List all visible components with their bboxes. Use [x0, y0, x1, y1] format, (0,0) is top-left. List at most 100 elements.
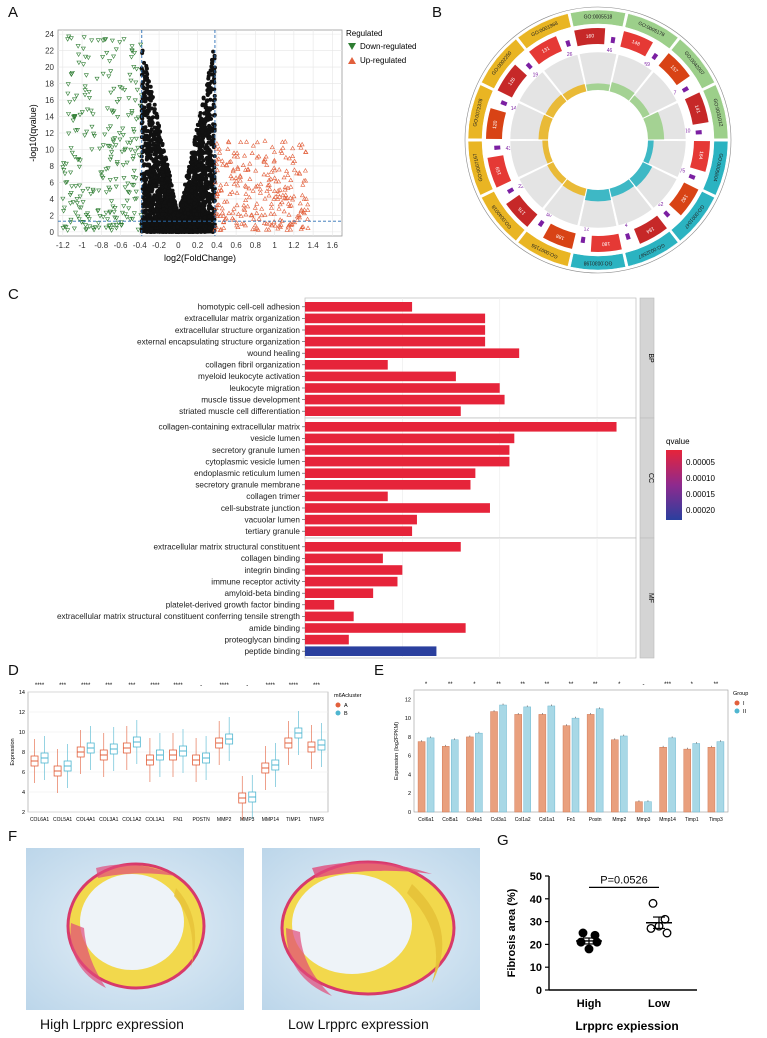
- x-tick-label: Low: [648, 998, 670, 1010]
- point-down: [75, 214, 81, 220]
- inner-bar: [585, 83, 611, 92]
- point-ns: [144, 66, 149, 71]
- point-up: [264, 188, 270, 193]
- x-tick-label: Fn1: [567, 817, 576, 823]
- category-label: collagen binding: [241, 554, 301, 563]
- y-tick-label: 10: [530, 962, 542, 974]
- bar: [635, 801, 643, 813]
- point-ns: [192, 186, 197, 191]
- point-down: [97, 214, 103, 219]
- point-down: [106, 74, 112, 79]
- significance-label: ****: [219, 683, 229, 689]
- point-up: [229, 189, 235, 194]
- point-ns: [205, 155, 210, 160]
- point-up: [297, 171, 303, 176]
- point-down: [60, 196, 66, 202]
- point-ns: [189, 229, 194, 234]
- point-down: [61, 161, 67, 166]
- bar: [305, 600, 335, 610]
- point-down: [72, 115, 78, 120]
- point-ns: [169, 228, 174, 233]
- point-down: [111, 54, 117, 60]
- heart-section-high-icon: [26, 848, 244, 1010]
- point-up: [219, 205, 225, 211]
- point-down: [70, 200, 76, 205]
- point-ns: [148, 132, 153, 137]
- point-down: [108, 90, 114, 96]
- point-up: [226, 210, 232, 216]
- point-ns: [152, 193, 157, 198]
- go-term-sector: [481, 191, 526, 242]
- point-up: [298, 145, 304, 150]
- x-tick-label: Col3a1: [491, 817, 507, 823]
- x-tick-label: 0.2: [192, 241, 204, 250]
- point-down: [75, 157, 81, 163]
- point-up: [284, 168, 290, 173]
- point-down: [116, 131, 122, 136]
- point-down: [129, 216, 135, 222]
- point-up: [254, 139, 260, 145]
- point-down: [129, 109, 135, 114]
- point-up: [290, 160, 296, 165]
- point-up: [255, 227, 261, 232]
- bar: [305, 491, 388, 502]
- point-down: [81, 35, 87, 40]
- point-ns: [209, 61, 214, 66]
- point-down: [71, 226, 77, 232]
- point-ns: [206, 151, 211, 156]
- point-up: [238, 213, 244, 218]
- point-down: [110, 139, 116, 145]
- data-point: [662, 928, 672, 938]
- point-down: [122, 87, 128, 93]
- legend-marker: [335, 710, 341, 716]
- y-tick-label: 2: [408, 791, 411, 797]
- point-ns: [189, 188, 194, 193]
- point-ns: [141, 184, 146, 189]
- point-ns: [151, 141, 156, 146]
- point-down: [125, 189, 131, 195]
- point-up: [223, 181, 229, 187]
- category-label: collagen trimer: [246, 492, 300, 501]
- point-down: [85, 211, 91, 216]
- count-bar-purple: [565, 40, 571, 47]
- point-down: [128, 55, 135, 60]
- point-ns: [200, 209, 205, 214]
- x-tick-label: COL4A1: [76, 817, 95, 823]
- bar: [305, 634, 349, 645]
- bar: [523, 706, 531, 813]
- point-down: [86, 217, 92, 222]
- point-up: [271, 157, 277, 163]
- category-label: amide binding: [249, 624, 300, 633]
- count-bar-purple: [506, 187, 515, 194]
- inner-bar: [629, 95, 650, 118]
- significance-label: -: [200, 683, 202, 689]
- point-down: [89, 147, 95, 152]
- panel-label-c: C: [8, 286, 19, 303]
- point-down: [103, 190, 109, 195]
- point-down: [80, 62, 86, 67]
- point-up: [235, 166, 241, 171]
- point-up: [221, 225, 227, 230]
- category-label: vesicle lumen: [250, 434, 300, 443]
- x-tick-label: COL1A2: [122, 817, 141, 823]
- category-label: tertiary granule: [245, 527, 300, 536]
- point-ns: [201, 192, 206, 197]
- point-down: [133, 196, 139, 201]
- count-bar-red: [574, 27, 606, 47]
- point-ns: [172, 215, 177, 220]
- point-ns: [147, 97, 152, 102]
- point-down: [109, 38, 115, 44]
- bar: [538, 714, 547, 813]
- point-ns: [159, 154, 164, 159]
- point-down: [77, 194, 83, 200]
- point-down: [89, 124, 95, 130]
- count-label-red: 148: [631, 39, 641, 48]
- point-down: [133, 80, 139, 86]
- point-down: [80, 200, 86, 205]
- point-up: [296, 212, 302, 218]
- point-ns: [159, 166, 164, 171]
- point-down: [118, 220, 124, 225]
- data-point: [648, 898, 658, 908]
- category-label: extracellular structure organization: [175, 326, 301, 335]
- point-up: [243, 184, 249, 189]
